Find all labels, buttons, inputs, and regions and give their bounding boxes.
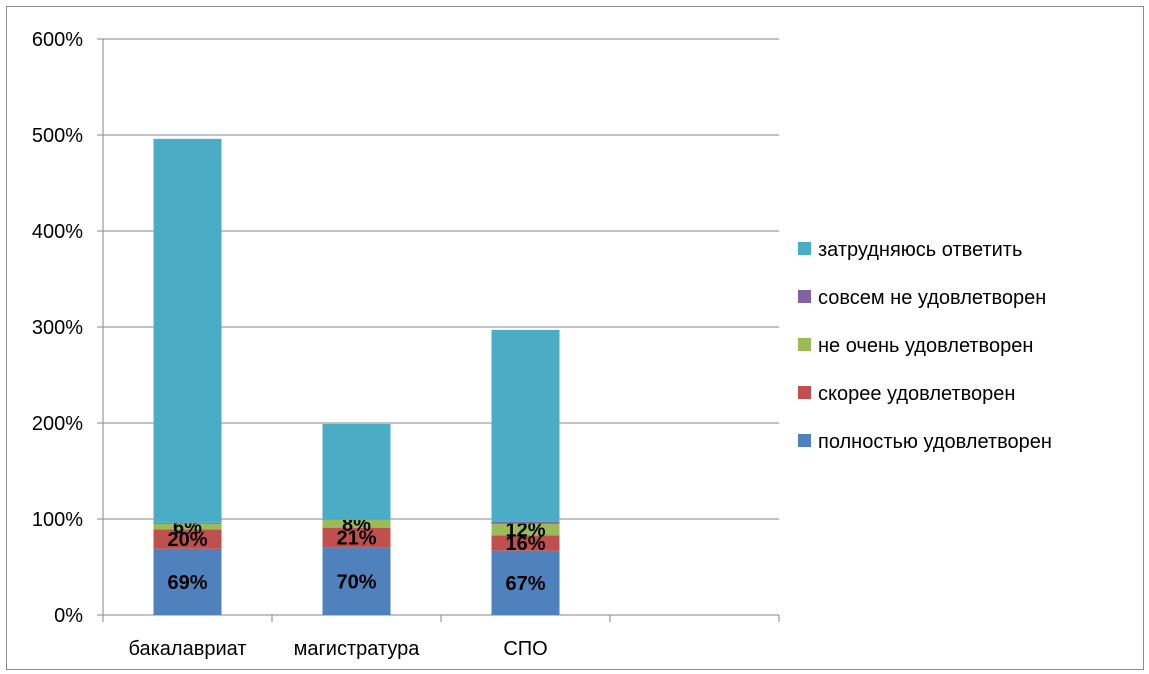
bar-segment — [322, 547, 391, 615]
bar-segment — [153, 529, 222, 549]
y-tick-label: 0% — [54, 605, 83, 627]
bar-segment — [491, 523, 560, 536]
y-tick-label: 200% — [32, 413, 83, 435]
legend-label: не очень удовлетворен — [818, 335, 1033, 357]
bar-segment — [322, 423, 391, 520]
bar-segment — [322, 519, 391, 528]
data-label: 21% — [336, 528, 376, 550]
legend-swatch — [798, 338, 811, 351]
x-category-label: СПО — [503, 638, 547, 660]
legend-swatch — [798, 434, 811, 447]
y-tick-label: 500% — [32, 125, 83, 147]
y-tick-label: 100% — [32, 509, 83, 531]
bar-segment — [491, 550, 560, 615]
y-tick-label: 600% — [32, 29, 83, 51]
data-label: 12% — [505, 520, 545, 542]
legend-swatch — [798, 242, 811, 255]
bar-segment — [153, 138, 222, 523]
legend-label: совсем не удовлетворен — [818, 287, 1046, 309]
legend-swatch — [798, 386, 811, 399]
data-label: 69% — [167, 572, 207, 594]
bar-segment — [491, 535, 560, 551]
x-category-label: магистратура — [294, 638, 421, 660]
x-category-label: бакалавриат — [129, 638, 247, 660]
data-label: 16% — [505, 533, 545, 555]
bar-segment — [322, 527, 391, 548]
legend-label: скорее удовлетворен — [818, 383, 1015, 405]
y-tick-label: 300% — [32, 317, 83, 339]
y-tick-label: 400% — [32, 221, 83, 243]
bar-segment — [153, 522, 222, 524]
data-label: 20% — [167, 529, 207, 551]
bar-segment — [153, 548, 222, 615]
bar-segment — [491, 521, 560, 524]
data-label: 70% — [336, 571, 376, 593]
bar-segment — [491, 329, 560, 522]
legend-swatch — [798, 290, 811, 303]
bar-segment — [153, 523, 222, 530]
legend-label: затрудняюсь ответить — [818, 239, 1022, 261]
data-label: 67% — [505, 573, 545, 595]
legend-label: полностью удовлетворен — [818, 431, 1052, 453]
